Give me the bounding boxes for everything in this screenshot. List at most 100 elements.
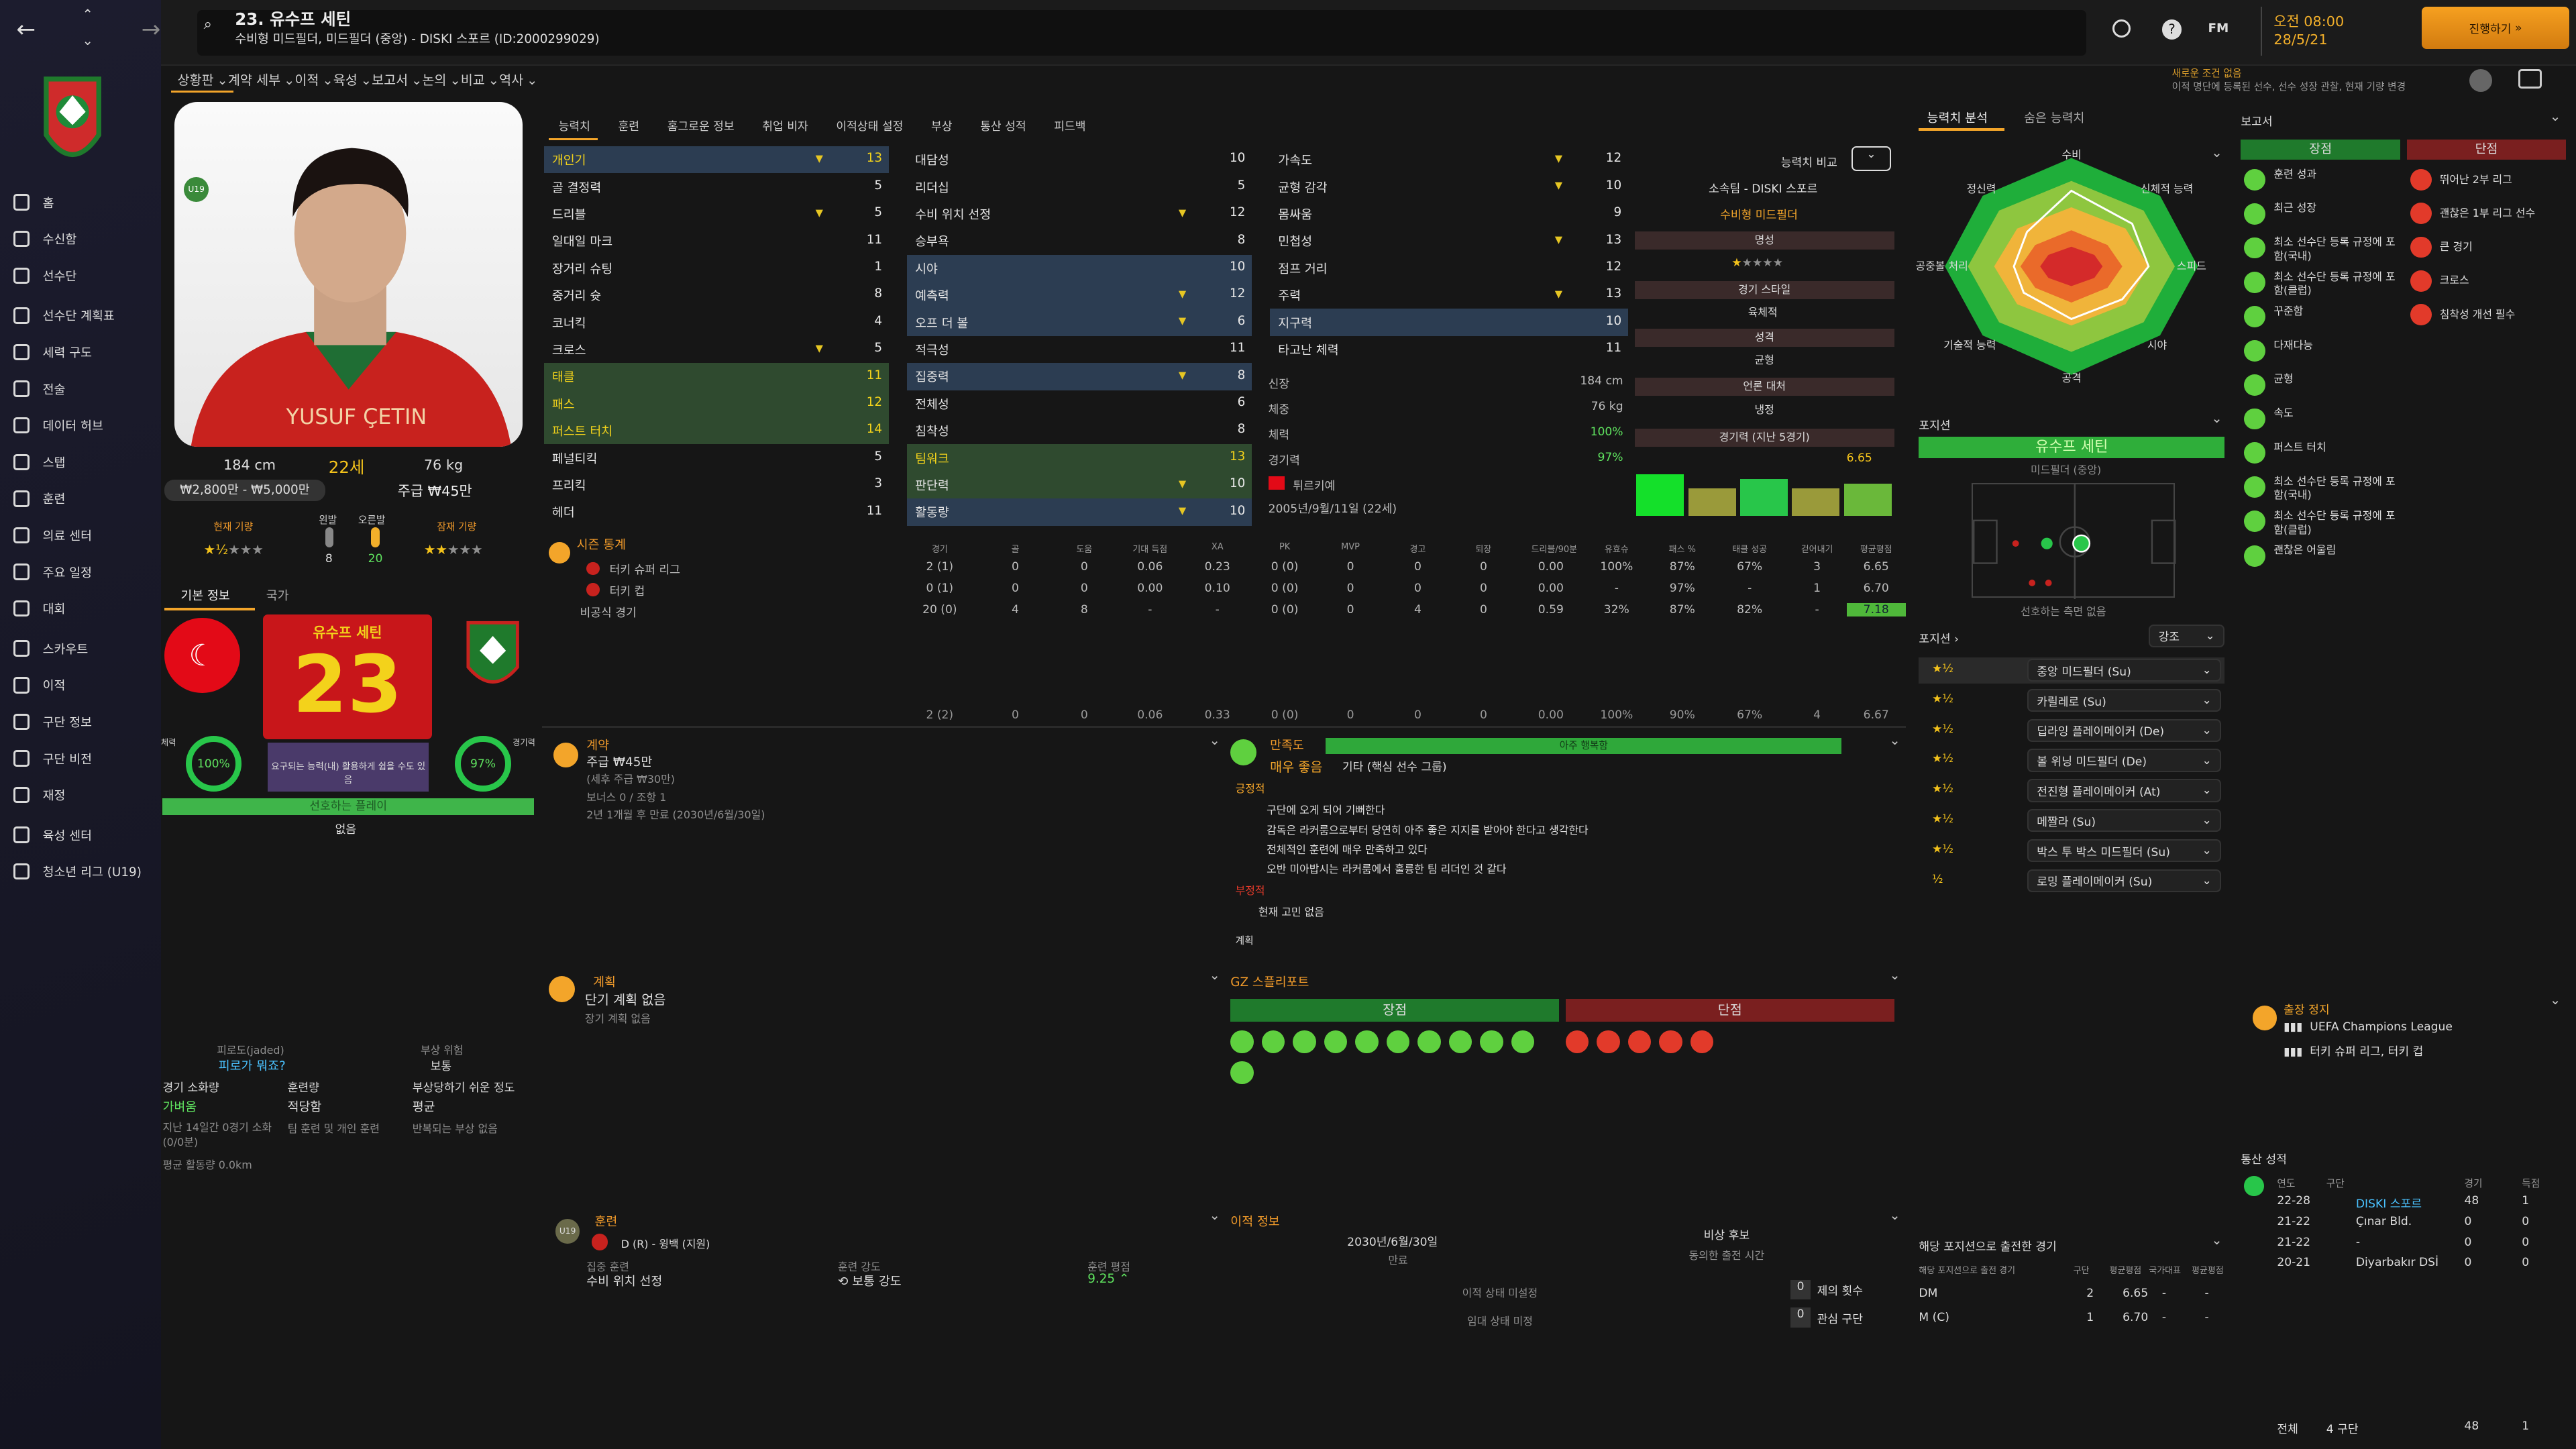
- season-comp-name[interactable]: 터키 컵: [609, 584, 645, 598]
- plans-title[interactable]: 계획: [593, 975, 616, 989]
- gz-expand-icon[interactable]: ⌄: [1889, 967, 1900, 983]
- report-pro-11[interactable]: 괜찮은 어울림: [2273, 543, 2337, 557]
- role-dropdown-7[interactable]: 로밍 플레이메이커 (Su) ⌄: [2027, 869, 2222, 893]
- report-pro-0[interactable]: 훈련 성과: [2273, 167, 2316, 180]
- happiness-title[interactable]: 만족도: [1270, 739, 1304, 753]
- report-con-3[interactable]: 크로스: [2439, 274, 2469, 287]
- attribute-phys-0[interactable]: 가속도 ▼ 12: [1270, 146, 1628, 173]
- sidebar-item-10[interactable]: 주요 일정: [0, 553, 161, 590]
- report-pro-9[interactable]: 최소 선수단 등록 규정에 포함(국내): [2273, 474, 2396, 502]
- plans-expand-icon[interactable]: ⌄: [1209, 967, 1220, 983]
- transfer-title[interactable]: 이적 정보: [1230, 1215, 1280, 1230]
- training-expand-icon[interactable]: ⌄: [1209, 1208, 1220, 1223]
- position-expand-icon[interactable]: ⌄: [2211, 411, 2222, 427]
- attribute-tech-12[interactable]: 프리킥 3: [544, 472, 889, 498]
- weakness-icon[interactable]: [1627, 1030, 1652, 1053]
- training-title[interactable]: 훈련: [594, 1215, 618, 1230]
- attribute-phys-4[interactable]: 점프 거리 12: [1270, 255, 1628, 282]
- sidebar-item-0[interactable]: 홈: [0, 184, 161, 221]
- report-pro-10[interactable]: 최소 선수단 등록 규정에 포함(클럽): [2273, 508, 2396, 536]
- role-dropdown-2[interactable]: 딥라잉 플레이메이커 (De) ⌄: [2027, 718, 2222, 742]
- report-pro-7[interactable]: 속도: [2273, 407, 2294, 420]
- contract-expand-icon[interactable]: ⌄: [1209, 733, 1220, 749]
- attribute-tech-7[interactable]: 크로스 ▼ 5: [544, 336, 889, 363]
- strength-icon[interactable]: [1480, 1030, 1503, 1053]
- jaded-value[interactable]: 피로가 뭐죠?: [218, 1059, 286, 1073]
- report-pro-8[interactable]: 퍼스트 터치: [2273, 440, 2326, 453]
- season-title[interactable]: 시즌 통계: [576, 538, 626, 553]
- season-comp-name[interactable]: 비공식 경기: [580, 606, 637, 620]
- report-pro-5[interactable]: 다재다능: [2273, 338, 2313, 352]
- weakness-icon[interactable]: [1597, 1030, 1620, 1053]
- sidebar-item-16[interactable]: 재정: [0, 777, 161, 814]
- attribute-ment-13[interactable]: 활동량 ▼ 10: [906, 498, 1252, 526]
- sidebar-item-5[interactable]: 전술: [0, 370, 161, 407]
- roles-title[interactable]: 포지션 ›: [1919, 632, 1959, 646]
- attribute-tech-4[interactable]: 장거리 슈팅 1: [544, 255, 889, 282]
- strength-icon[interactable]: [1261, 1030, 1285, 1053]
- nav-up-icon[interactable]: ⌃: [82, 6, 93, 22]
- report-pro-6[interactable]: 균형: [2273, 372, 2294, 386]
- attribute-tech-5[interactable]: 중거리 슛 8: [544, 282, 889, 309]
- compare-dropdown[interactable]: ⌄: [1851, 146, 1891, 171]
- strength-icon[interactable]: [1386, 1030, 1410, 1053]
- ball-icon[interactable]: [2112, 19, 2131, 38]
- report-con-4[interactable]: 침착성 개선 필수: [2439, 307, 2516, 321]
- attribute-ment-3[interactable]: 승부욕 8: [907, 227, 1252, 254]
- report-con-0[interactable]: 뛰어난 2부 리그: [2439, 172, 2512, 186]
- attr-tab-7[interactable]: 피드백: [1054, 119, 1086, 133]
- career-cell[interactable]: -: [2355, 1235, 2361, 1249]
- strength-icon[interactable]: [1230, 1061, 1254, 1085]
- happiness-expand-icon[interactable]: ⌄: [1889, 733, 1900, 749]
- attribute-ment-7[interactable]: 적극성 11: [907, 336, 1252, 363]
- report-pro-3[interactable]: 최소 선수단 등록 규정에 포함(클럽): [2273, 270, 2396, 297]
- tab-ability-analysis[interactable]: 능력치 분석: [1927, 111, 1988, 125]
- attribute-ment-6[interactable]: 오프 더 볼 ▼ 6: [906, 309, 1252, 336]
- radar-expand-icon[interactable]: ⌄: [2211, 144, 2222, 160]
- sidebar-item-12[interactable]: 스카우트: [0, 630, 161, 667]
- strength-icon[interactable]: [1230, 1030, 1254, 1053]
- nav-down-icon[interactable]: ⌄: [82, 32, 93, 48]
- attribute-ment-12[interactable]: 판단력 ▼ 10: [906, 471, 1252, 499]
- subnav-item-3[interactable]: 육성 ⌄: [333, 72, 372, 88]
- layout-icon[interactable]: [2518, 68, 2542, 89]
- gz-title[interactable]: GZ 스플리포트: [1230, 975, 1309, 989]
- attribute-tech-13[interactable]: 헤더 11: [544, 498, 889, 525]
- weakness-icon[interactable]: [1690, 1030, 1714, 1053]
- report-pro-2[interactable]: 최소 선수단 등록 규정에 포함(국내): [2273, 235, 2396, 262]
- report-pro-1[interactable]: 최근 성장: [2273, 201, 2316, 215]
- career-cell[interactable]: DISKI 스포르: [2355, 1197, 2422, 1212]
- sidebar-item-6[interactable]: 데이터 허브: [0, 407, 161, 444]
- report-pro-4[interactable]: 꾸준함: [2273, 305, 2304, 318]
- report-expand-icon[interactable]: ⌄: [2549, 108, 2561, 124]
- attribute-phys-7[interactable]: 타고난 체력 11: [1270, 336, 1628, 363]
- tab-basic-info[interactable]: 기본 정보: [180, 589, 230, 604]
- sidebar-item-2[interactable]: 선수단: [0, 258, 161, 294]
- subnav-item-7[interactable]: 역사 ⌄: [499, 72, 538, 88]
- sidebar-item-15[interactable]: 구단 비전: [0, 740, 161, 777]
- report-con-1[interactable]: 괜찮은 1부 리그 선수: [2439, 206, 2536, 219]
- roles-filter-dropdown[interactable]: 강조 ⌄: [2149, 624, 2224, 647]
- manager-avatar[interactable]: [2469, 68, 2493, 93]
- attribute-ment-0[interactable]: 대담성 10: [907, 146, 1252, 173]
- sidebar-item-1[interactable]: 수신함: [0, 221, 161, 258]
- club-logo[interactable]: [43, 72, 102, 174]
- contract-title[interactable]: 계약: [586, 739, 610, 753]
- attribute-ment-4[interactable]: 시야 10: [906, 254, 1252, 282]
- attribute-tech-2[interactable]: 드리블 ▼ 5: [544, 201, 889, 227]
- role-dropdown-6[interactable]: 박스 투 박스 미드필더 (Su) ⌄: [2027, 839, 2222, 863]
- attribute-ment-8[interactable]: 집중력 ▼ 8: [906, 363, 1252, 390]
- attribute-ment-5[interactable]: 예측력 ▼ 12: [906, 282, 1252, 309]
- attr-tab-5[interactable]: 부상: [931, 119, 953, 133]
- strength-icon[interactable]: [1355, 1030, 1379, 1053]
- attribute-ment-1[interactable]: 리더십 5: [907, 173, 1252, 200]
- attribute-tech-9[interactable]: 패스 12: [543, 390, 889, 418]
- attribute-tech-10[interactable]: 퍼스트 터치 14: [543, 417, 889, 445]
- career-cell[interactable]: Çınar Bld.: [2355, 1215, 2412, 1229]
- subnav-item-6[interactable]: 비교 ⌄: [460, 72, 500, 88]
- attribute-tech-3[interactable]: 일대일 마크 11: [544, 227, 889, 254]
- tab-nation[interactable]: 국가: [266, 589, 289, 604]
- career-cell[interactable]: Diyarbakır DSİ: [2355, 1256, 2439, 1270]
- role-dropdown-5[interactable]: 메짤라 (Su) ⌄: [2027, 809, 2222, 833]
- role-dropdown-0[interactable]: 중앙 미드필더 (Su) ⌄: [2027, 659, 2222, 682]
